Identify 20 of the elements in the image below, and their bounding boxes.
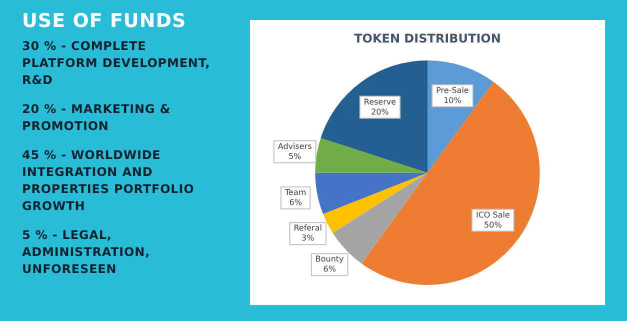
text: 30 % - COMPLETE PLATFORM DEVELOPMENT, R&D (22, 38, 212, 89)
data-label: 50% (484, 220, 502, 230)
data-label: 6% (289, 198, 302, 207)
slice-label: ICO Sale (476, 210, 510, 220)
slice-label: Team (284, 188, 306, 197)
data-label: 3% (301, 234, 315, 243)
data-label: 5% (288, 152, 302, 161)
text: 5 % - LEGAL, ADMINISTRATION, UNFORESEEN (22, 227, 152, 278)
slice-label: Referal (294, 224, 322, 233)
slice-label: Reserve (364, 97, 396, 106)
data-label: 6% (323, 264, 336, 274)
text: 45 % - WORLDWIDE INTEGRATION AND PROPERTIES PORTFOLIO GROWTH (22, 147, 196, 215)
text: USE OF FUNDS (22, 10, 188, 32)
data-label: 20% (371, 107, 390, 116)
slice-label: Advisers (278, 142, 312, 151)
slice-label: Pre-Sale (436, 86, 469, 95)
text: 20 % - MARKETING & PROMOTION (22, 101, 172, 135)
data-label: 10% (444, 96, 462, 105)
slice-label: Bounty (315, 254, 344, 264)
chart-title: TOKEN DISTRIBUTION (354, 31, 501, 46)
